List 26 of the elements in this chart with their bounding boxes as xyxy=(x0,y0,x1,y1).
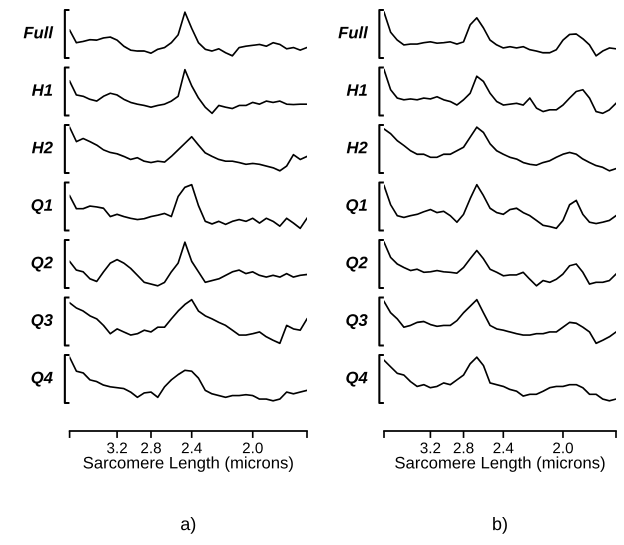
x-tick-label: 2.4 xyxy=(182,442,202,454)
y-axis-title: H2 xyxy=(32,142,53,154)
y-axis-title: Full xyxy=(24,26,54,38)
text: b) xyxy=(493,516,507,534)
x-axis-title: Sarcomere Length (microns) xyxy=(83,456,293,472)
y-axis-title: Full xyxy=(338,26,368,38)
x-tick-label: 2.4 xyxy=(493,442,514,454)
y-axis-title: Q3 xyxy=(346,314,368,330)
x-tick-label: 3.2 xyxy=(107,442,127,454)
y-axis-title: H2 xyxy=(346,142,368,154)
y-axis-title: Q1 xyxy=(346,199,367,214)
x-tick-label: 2.0 xyxy=(553,442,573,454)
y-axis-title: Q4 xyxy=(32,372,53,387)
x-tick-label: 2.0 xyxy=(242,442,263,454)
y-axis-title: Q4 xyxy=(346,372,368,387)
y-axis-title: Q2 xyxy=(32,256,53,272)
y-axis-title: H1 xyxy=(346,84,367,96)
x-tick-label: 2.8 xyxy=(454,442,474,454)
text: a) xyxy=(181,516,196,534)
y-axis-title: Q2 xyxy=(346,256,368,272)
x-tick-label: 2.8 xyxy=(141,442,161,454)
y-axis-title: H1 xyxy=(32,84,52,96)
x-tick-label: 3.2 xyxy=(420,442,440,454)
x-axis-title: Sarcomere Length (microns) xyxy=(395,456,605,472)
y-axis-title: Q1 xyxy=(32,199,52,214)
y-axis-title: Q3 xyxy=(32,314,53,330)
